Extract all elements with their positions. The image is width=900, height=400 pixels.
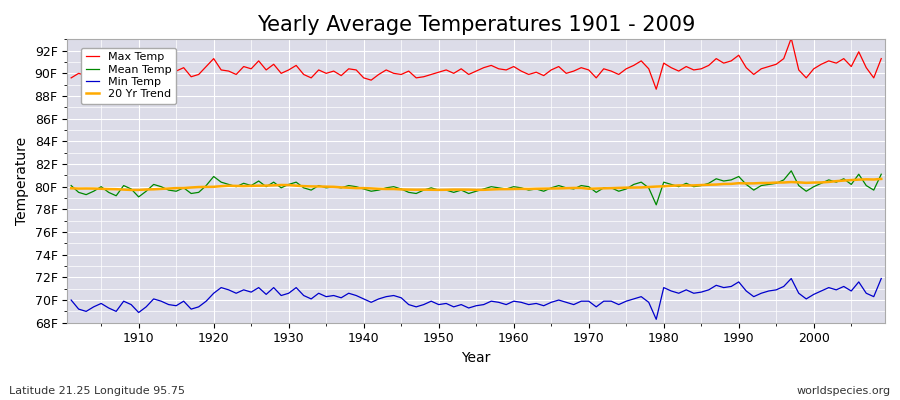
Min Temp xyxy=(66,298,77,302)
20 Yr Trend xyxy=(133,188,144,192)
20 Yr Trend xyxy=(508,187,519,192)
20 Yr Trend xyxy=(343,185,354,190)
Min Temp xyxy=(651,317,661,322)
Min Temp xyxy=(336,295,346,300)
Max Temp xyxy=(126,66,137,71)
20 Yr Trend xyxy=(66,186,77,191)
20 Yr Trend xyxy=(606,186,616,190)
Max Temp xyxy=(651,87,661,92)
Max Temp xyxy=(500,68,511,72)
Max Temp xyxy=(291,63,302,68)
Mean Temp xyxy=(66,183,77,188)
Mean Temp xyxy=(126,186,137,191)
Min Temp xyxy=(291,285,302,290)
Max Temp xyxy=(876,56,886,61)
Mean Temp xyxy=(876,172,886,177)
Text: worldspecies.org: worldspecies.org xyxy=(796,386,891,396)
Mean Temp xyxy=(336,186,346,190)
X-axis label: Year: Year xyxy=(462,351,490,365)
Line: 20 Yr Trend: 20 Yr Trend xyxy=(71,179,881,190)
Max Temp xyxy=(598,66,609,71)
Min Temp xyxy=(508,299,519,304)
Min Temp xyxy=(876,276,886,281)
Max Temp xyxy=(508,64,519,69)
Line: Max Temp: Max Temp xyxy=(71,38,881,89)
Mean Temp xyxy=(291,180,302,184)
20 Yr Trend xyxy=(298,184,309,188)
Min Temp xyxy=(500,302,511,307)
Max Temp xyxy=(786,36,796,40)
20 Yr Trend xyxy=(126,188,137,192)
Mean Temp xyxy=(500,186,511,191)
Y-axis label: Temperature: Temperature xyxy=(15,137,29,225)
Mean Temp xyxy=(651,202,661,207)
Title: Yearly Average Temperatures 1901 - 2009: Yearly Average Temperatures 1901 - 2009 xyxy=(257,15,696,35)
Mean Temp xyxy=(598,186,609,190)
Mean Temp xyxy=(508,184,519,189)
Max Temp xyxy=(336,73,346,78)
20 Yr Trend xyxy=(876,176,886,181)
Line: Mean Temp: Mean Temp xyxy=(71,171,881,205)
Text: Latitude 21.25 Longitude 95.75: Latitude 21.25 Longitude 95.75 xyxy=(9,386,185,396)
Legend: Max Temp, Mean Temp, Min Temp, 20 Yr Trend: Max Temp, Mean Temp, Min Temp, 20 Yr Tre… xyxy=(81,48,176,104)
Mean Temp xyxy=(786,168,796,173)
Max Temp xyxy=(66,76,77,80)
Min Temp xyxy=(598,299,609,304)
Line: Min Temp: Min Temp xyxy=(71,278,881,319)
Min Temp xyxy=(786,276,796,281)
20 Yr Trend xyxy=(516,186,526,191)
Min Temp xyxy=(126,302,137,307)
